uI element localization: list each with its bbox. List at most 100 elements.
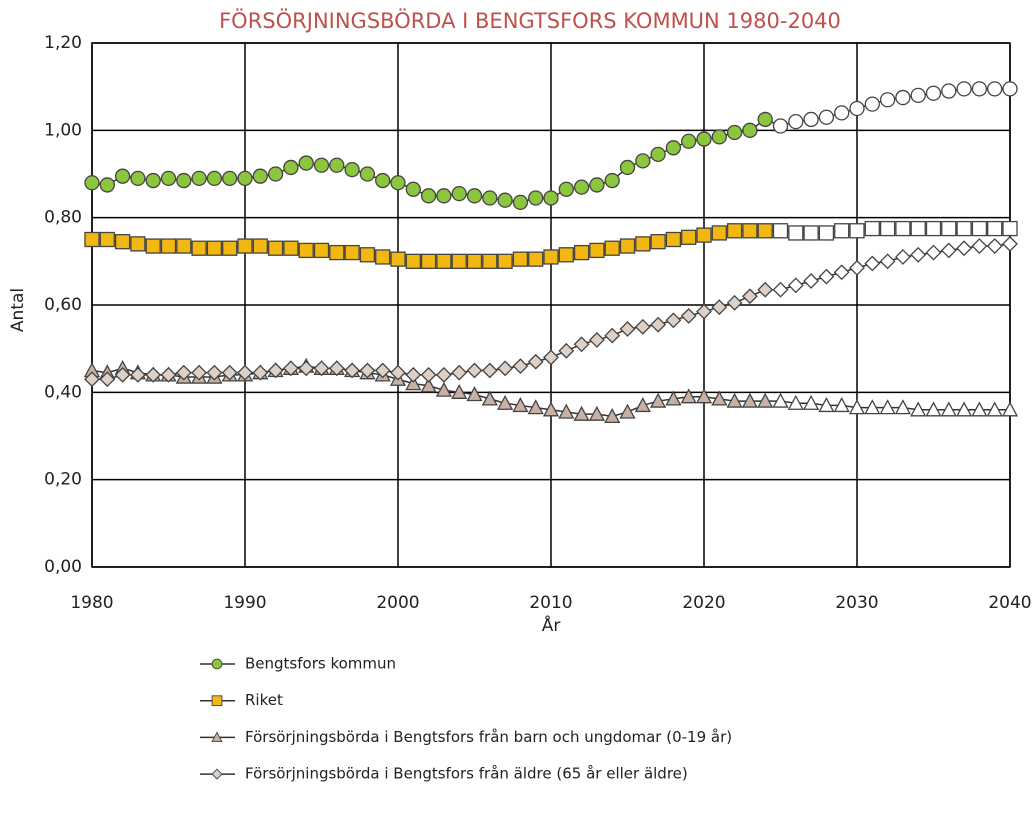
x-tick-label: 2010 [529, 593, 572, 613]
data-point [772, 281, 789, 298]
x-tick-label: 1980 [70, 593, 113, 613]
data-point [1001, 401, 1019, 417]
data-point [222, 240, 238, 256]
data-point [864, 255, 881, 272]
data-point [650, 234, 666, 250]
data-point [894, 249, 911, 265]
data-point [864, 220, 880, 237]
data-point [84, 231, 100, 248]
data-point [435, 381, 452, 397]
legend-marker [211, 731, 223, 743]
data-point [833, 264, 850, 281]
data-point [665, 140, 682, 156]
data-point [986, 401, 1003, 417]
data-point [466, 253, 483, 269]
data-point [956, 81, 972, 97]
data-point [588, 332, 605, 348]
data-point [114, 234, 131, 250]
data-point [803, 225, 819, 241]
data-point [604, 327, 621, 344]
data-point [237, 170, 253, 187]
data-point [680, 307, 697, 324]
data-point [543, 249, 559, 265]
data-point [726, 124, 743, 141]
data-point [497, 360, 514, 377]
data-point [497, 253, 513, 269]
data-point [176, 238, 192, 254]
data-point [619, 159, 636, 176]
x-axis-label: År [542, 614, 561, 636]
data-point [910, 246, 927, 263]
data-point [634, 318, 651, 335]
data-point [772, 392, 789, 408]
data-point [237, 364, 253, 381]
data-point [986, 238, 1003, 254]
data-point [757, 392, 774, 408]
data-point [910, 87, 926, 104]
data-point [803, 111, 819, 128]
data-point [726, 392, 743, 408]
data-point [558, 181, 574, 197]
data-point [925, 401, 942, 417]
data-point [879, 399, 896, 415]
y-tick-label: 0,20 [44, 470, 82, 490]
data-point [573, 336, 590, 353]
data-point [99, 371, 116, 388]
data-point [681, 133, 697, 149]
data-point [512, 358, 529, 375]
legend-label: Riket [245, 691, 283, 709]
data-point [451, 364, 468, 381]
data-point [864, 399, 881, 415]
data-point [145, 172, 161, 189]
data-point [558, 342, 575, 359]
data-point [252, 364, 269, 381]
data-point [206, 240, 223, 256]
data-point [114, 366, 131, 383]
x-tick-label: 2000 [376, 593, 419, 613]
data-point [971, 401, 988, 417]
data-point [252, 238, 268, 254]
data-point [711, 299, 728, 316]
data-point [1002, 235, 1018, 252]
data-point [987, 220, 1003, 237]
plot-border [91, 42, 1011, 568]
data-point [987, 81, 1003, 97]
data-point [405, 253, 421, 269]
data-point [895, 220, 911, 237]
data-point [420, 253, 437, 269]
data-point [848, 399, 866, 415]
data-point [635, 236, 651, 252]
y-tick-label: 1,00 [44, 120, 82, 140]
data-point [222, 170, 238, 187]
data-point [283, 159, 299, 176]
data-point [375, 172, 391, 189]
data-point [298, 155, 314, 171]
data-point [451, 185, 467, 202]
data-point [344, 161, 360, 178]
data-point [481, 390, 498, 406]
data-point [191, 364, 208, 381]
data-point [527, 399, 544, 415]
data-point [436, 253, 452, 269]
data-point [604, 407, 621, 423]
data-point [558, 247, 574, 263]
x-tick-label: 2030 [835, 593, 878, 613]
data-point [742, 122, 758, 138]
data-point [114, 168, 131, 184]
data-point [512, 397, 529, 413]
data-point [374, 362, 391, 379]
data-point [665, 231, 682, 248]
data-point [619, 321, 636, 337]
data-point [267, 362, 284, 379]
data-point [405, 366, 422, 383]
data-point [895, 89, 911, 106]
data-point [925, 85, 942, 101]
data-point [757, 111, 773, 128]
data-point [834, 223, 850, 239]
legend-label: Försörjningsbörda i Bengtsfors från barn… [245, 728, 732, 746]
y-tick-label: 0,00 [44, 557, 82, 577]
data-point [99, 177, 115, 193]
data-point [772, 118, 789, 134]
data-point [634, 397, 651, 413]
data-point [237, 238, 253, 254]
